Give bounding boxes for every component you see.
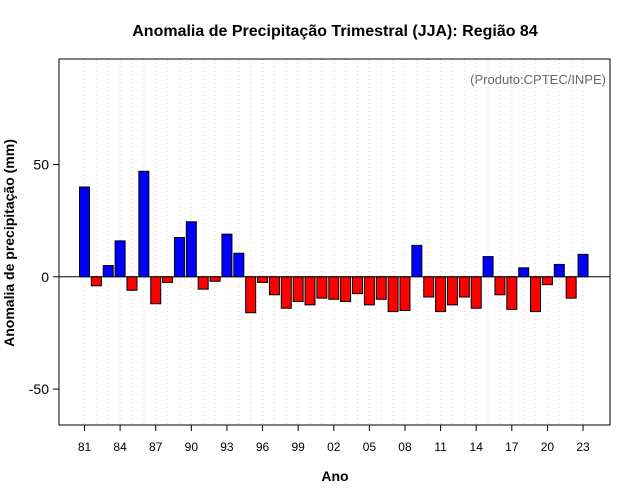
y-axis-label: Anomalia de precipitação (mm)	[1, 139, 17, 347]
bar-94	[233, 252, 245, 278]
bar-99	[292, 276, 304, 303]
y-axis: -50 0 50	[29, 157, 59, 397]
bar-95	[245, 276, 257, 314]
bar-06	[375, 276, 387, 300]
x-tick-label: 05	[363, 440, 377, 454]
x-tick-label: 84	[113, 440, 127, 454]
bar-84	[114, 240, 126, 278]
bar-13	[458, 276, 470, 298]
bar-05	[363, 276, 375, 306]
bars	[79, 170, 589, 314]
bar-98	[280, 276, 292, 309]
bar-03	[340, 276, 352, 303]
x-tick-label: 08	[398, 440, 412, 454]
bar-83	[102, 265, 114, 278]
bar-92	[209, 276, 221, 282]
bar-22	[565, 276, 577, 299]
bar-88	[162, 276, 174, 283]
bar-85	[126, 276, 138, 291]
bar-82	[90, 276, 102, 287]
y-tick-label: 0	[41, 269, 49, 285]
bar-12	[446, 276, 458, 306]
bar-97	[268, 276, 280, 296]
x-tick-label: 17	[505, 440, 519, 454]
x-tick-label: 02	[327, 440, 341, 454]
bar-15	[482, 256, 494, 278]
bar-89	[173, 237, 185, 278]
bar-16	[494, 276, 506, 296]
bar-90	[185, 221, 197, 278]
x-tick-label: 11	[434, 440, 447, 454]
bar-17	[506, 276, 518, 310]
bar-01	[316, 276, 328, 299]
plot-frame	[58, 58, 611, 426]
bar-02	[328, 276, 340, 300]
bar-10	[423, 276, 435, 298]
vertical-gridlines	[84, 59, 584, 425]
x-tick-label: 96	[256, 440, 270, 454]
bar-09	[411, 244, 423, 278]
bar-86	[138, 170, 150, 278]
bar-14	[470, 276, 482, 309]
bar-04	[352, 276, 364, 295]
x-tick-label: 90	[185, 440, 199, 454]
x-axis-label: Ano	[321, 468, 348, 484]
bar-20	[541, 276, 553, 286]
bar-07	[387, 276, 399, 313]
bar-96	[257, 276, 269, 283]
bar-21	[553, 263, 565, 278]
x-tick-label: 87	[149, 440, 163, 454]
bar-08	[399, 276, 411, 311]
bar-11	[435, 276, 447, 313]
bar-23	[577, 253, 589, 278]
x-axis: 81 84 87 90 93 96 99 02 05 08 11 14 17 20 23	[78, 425, 590, 454]
bar-81	[79, 186, 90, 278]
y-tick-label: -50	[29, 381, 49, 397]
bar-19	[530, 276, 542, 313]
x-tick-label: 23	[576, 440, 590, 454]
bar-18	[518, 267, 530, 278]
x-tick-label: 20	[541, 440, 555, 454]
bar-00	[304, 276, 316, 306]
y-tick-label: 50	[33, 157, 49, 173]
bar-93	[221, 233, 233, 278]
x-tick-label: 14	[470, 440, 484, 454]
credit-label: (Produto:CPTEC/INPE)	[470, 72, 606, 87]
bar-87	[150, 276, 162, 305]
x-tick-label: 81	[78, 440, 92, 454]
chart-title: Anomalia de Precipitação Trimestral (JJA…	[132, 23, 538, 40]
x-tick-label: 99	[291, 440, 305, 454]
bar-91	[197, 276, 209, 290]
x-tick-label: 93	[220, 440, 234, 454]
